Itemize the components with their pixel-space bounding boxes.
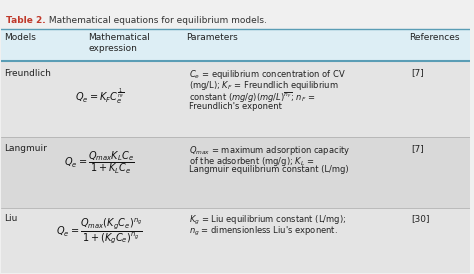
Text: [7]: [7] (411, 144, 424, 153)
Text: Table 2.: Table 2. (6, 16, 46, 25)
FancyBboxPatch shape (1, 28, 470, 61)
Text: $Q_{max}$ = maximum adsorption capacity: $Q_{max}$ = maximum adsorption capacity (189, 144, 350, 157)
Text: (mg/L); $K_F$ = Freundlich equilibrium: (mg/L); $K_F$ = Freundlich equilibrium (189, 79, 338, 92)
Text: Parameters: Parameters (186, 33, 238, 42)
Text: Models: Models (4, 33, 36, 42)
FancyBboxPatch shape (1, 61, 470, 137)
FancyBboxPatch shape (1, 28, 470, 273)
Text: $n_g$ = dimensionless Liu's exponent.: $n_g$ = dimensionless Liu's exponent. (189, 225, 337, 238)
Text: [30]: [30] (411, 214, 430, 223)
Text: $Q_e = \dfrac{Q_{max}(K_g C_e)^{n_g}}{1 + (K_g C_e)^{n_g}}$: $Q_e = \dfrac{Q_{max}(K_g C_e)^{n_g}}{1 … (56, 217, 143, 246)
Text: Mathematical equations for equilibrium models.: Mathematical equations for equilibrium m… (46, 16, 267, 25)
Text: $C_e$ = equilibrium concentration of CV: $C_e$ = equilibrium concentration of CV (189, 68, 346, 81)
Text: Langmuir: Langmuir (4, 144, 46, 153)
Text: [7]: [7] (411, 68, 424, 77)
Text: References: References (409, 33, 459, 42)
FancyBboxPatch shape (1, 137, 470, 207)
Text: Langmuir equilibrium constant (L/mg): Langmuir equilibrium constant (L/mg) (189, 165, 348, 175)
Text: Freundlich: Freundlich (4, 69, 51, 78)
Text: Freundlich's exponent: Freundlich's exponent (189, 102, 282, 111)
FancyBboxPatch shape (1, 207, 470, 273)
Text: Liu: Liu (4, 214, 17, 223)
Text: Mathematical
expression: Mathematical expression (88, 33, 150, 53)
Text: $Q_e = K_F C_e^{\frac{1}{n_F}}$: $Q_e = K_F C_e^{\frac{1}{n_F}}$ (75, 87, 125, 106)
Text: of the adsorbent (mg/g); $K_L$ =: of the adsorbent (mg/g); $K_L$ = (189, 155, 314, 168)
Text: constant $(mg/g)(mg/L)^{\overline{n_F}}$; $n_F$ =: constant $(mg/g)(mg/L)^{\overline{n_F}}$… (189, 91, 315, 105)
Text: $Q_e = \dfrac{Q_{max}K_L C_e}{1 + K_L C_e}$: $Q_e = \dfrac{Q_{max}K_L C_e}{1 + K_L C_… (64, 149, 135, 176)
Text: $K_g$ = Liu equilibrium constant (L/mg);: $K_g$ = Liu equilibrium constant (L/mg); (189, 214, 346, 227)
